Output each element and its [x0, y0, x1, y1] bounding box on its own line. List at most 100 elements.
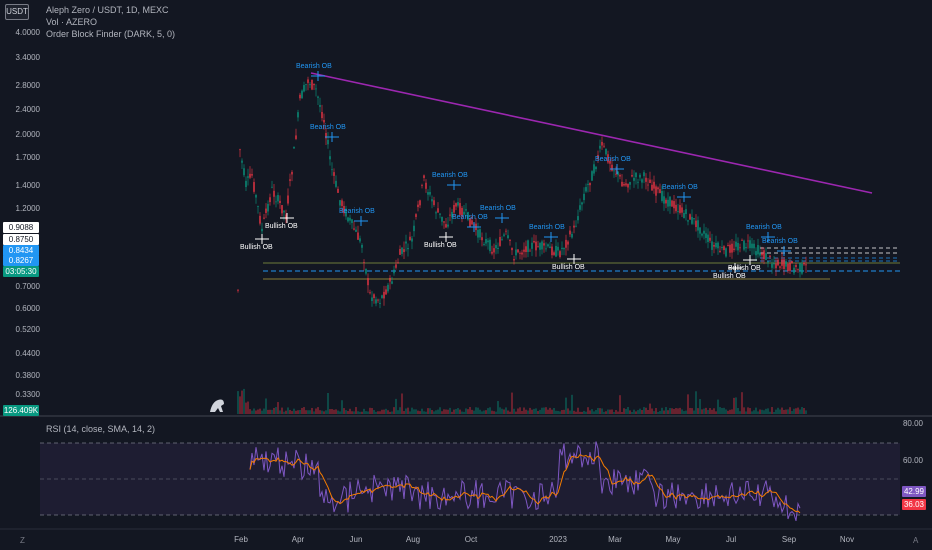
volume-bar — [449, 407, 451, 414]
candle — [277, 192, 279, 205]
volume-bar — [805, 410, 807, 414]
candle — [583, 187, 585, 204]
candle — [679, 199, 681, 215]
volume-bar — [637, 410, 639, 414]
volume-bar — [255, 410, 257, 414]
candle — [479, 228, 481, 241]
volume-bar — [303, 407, 305, 414]
volume-bar — [475, 407, 477, 414]
candle — [747, 234, 749, 249]
candle — [687, 219, 689, 226]
volume-bar — [251, 410, 253, 414]
candle — [603, 142, 605, 149]
trend-line[interactable] — [310, 72, 873, 194]
order-block-label: Bearish OB — [529, 224, 565, 231]
volume-bar — [525, 409, 527, 414]
z-corner-icon[interactable]: Z — [20, 536, 25, 545]
candle — [663, 190, 665, 211]
candle — [283, 210, 285, 221]
candle — [547, 243, 549, 248]
candle — [571, 231, 573, 239]
volume-bar — [429, 408, 431, 414]
volume-bar — [435, 410, 437, 414]
volume-bar — [399, 407, 401, 414]
volume-bar — [703, 408, 705, 414]
candle — [727, 242, 729, 247]
order-block-label: Bearish OB — [662, 184, 698, 191]
volume-bar — [649, 403, 651, 414]
volume-bar — [735, 397, 737, 414]
bullish-ob-marker — [439, 232, 453, 242]
auto-scale-icon[interactable]: A — [913, 536, 919, 545]
volume-bar — [601, 408, 603, 414]
candle — [525, 240, 527, 258]
candle — [249, 166, 251, 180]
volume-bar — [243, 388, 245, 414]
time-axis-label: Mar — [608, 535, 622, 544]
bearish-ob-marker — [610, 164, 624, 174]
volume-bar — [387, 410, 389, 414]
volume-bar — [425, 411, 427, 414]
order-block-label: Bearish OB — [746, 224, 782, 231]
volume-bar — [313, 411, 315, 414]
volume-bar — [657, 411, 659, 414]
candle — [779, 265, 781, 271]
volume-bar — [499, 407, 501, 414]
candle — [317, 95, 319, 106]
volume-bar — [341, 400, 343, 414]
volume-bar — [719, 407, 721, 414]
volume-bar — [799, 409, 801, 414]
price-axis-label: 0.4400 — [15, 349, 40, 358]
candle — [793, 264, 795, 275]
candle — [721, 240, 723, 251]
volume-bar — [393, 407, 395, 414]
symbol-title[interactable]: Aleph Zero / USDT, 1D, MEXC — [46, 5, 169, 15]
currency-button[interactable]: USDT — [5, 4, 29, 20]
candle — [387, 282, 389, 294]
candle — [555, 239, 557, 258]
volume-bar — [633, 409, 635, 414]
volume-bar — [585, 411, 587, 414]
volume-bar — [639, 408, 641, 414]
candle — [553, 250, 555, 257]
volume-bar — [597, 407, 599, 414]
volume-bar — [695, 391, 697, 414]
rsi-legend[interactable]: RSI (14, close, SMA, 14, 2) — [46, 424, 156, 434]
volume-bar — [647, 409, 649, 414]
volume-bar — [459, 409, 461, 414]
price-axis-label: 0.7000 — [15, 282, 40, 291]
volume-bar — [573, 410, 575, 414]
volume-bar — [477, 407, 479, 414]
volume-bar — [343, 408, 345, 414]
candle — [385, 285, 387, 296]
candle — [477, 222, 479, 243]
candle — [313, 83, 315, 90]
candle — [569, 225, 571, 238]
indicator-legend[interactable]: Order Block Finder (DARK, 5, 0) — [46, 29, 176, 39]
candle — [281, 205, 283, 217]
candle — [635, 171, 637, 185]
volume-bar — [547, 409, 549, 414]
candle — [681, 203, 683, 218]
volume-bar — [461, 411, 463, 414]
price-tag: 03:05:30 — [3, 266, 39, 277]
candle — [531, 237, 533, 257]
volume-bar — [409, 411, 411, 414]
volume-bar — [287, 407, 289, 414]
candle — [363, 259, 365, 271]
volume-bar — [669, 408, 671, 414]
tradingview-logo[interactable] — [210, 399, 224, 413]
volume-bar — [535, 408, 537, 414]
volume-bar — [457, 408, 459, 414]
candle — [729, 240, 731, 257]
candle — [589, 182, 591, 192]
candle — [767, 261, 769, 268]
volume-bar — [789, 407, 791, 414]
candle — [743, 239, 745, 252]
volume-bar — [621, 411, 623, 414]
candle — [715, 235, 717, 250]
volume-bar — [629, 410, 631, 414]
volume-legend[interactable]: Vol · AZERO — [46, 17, 98, 27]
volume-bar — [765, 408, 767, 414]
